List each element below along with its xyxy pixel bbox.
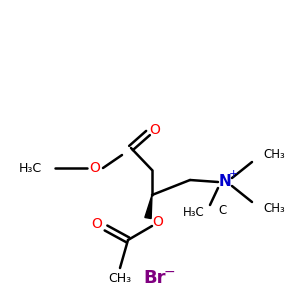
Text: O: O xyxy=(150,123,160,137)
Text: Br: Br xyxy=(144,269,166,287)
Text: CH₃: CH₃ xyxy=(263,148,285,161)
Text: O: O xyxy=(90,161,101,175)
Text: H₃C: H₃C xyxy=(183,206,205,218)
Text: +: + xyxy=(228,169,238,179)
Text: N: N xyxy=(219,175,231,190)
Text: C: C xyxy=(218,203,226,217)
Text: CH₃: CH₃ xyxy=(263,202,285,215)
Text: O: O xyxy=(153,215,164,229)
Text: O: O xyxy=(92,217,102,231)
Text: H₃C: H₃C xyxy=(19,161,42,175)
Text: −: − xyxy=(163,265,175,279)
Text: CH₃: CH₃ xyxy=(108,272,132,284)
Polygon shape xyxy=(145,195,152,218)
